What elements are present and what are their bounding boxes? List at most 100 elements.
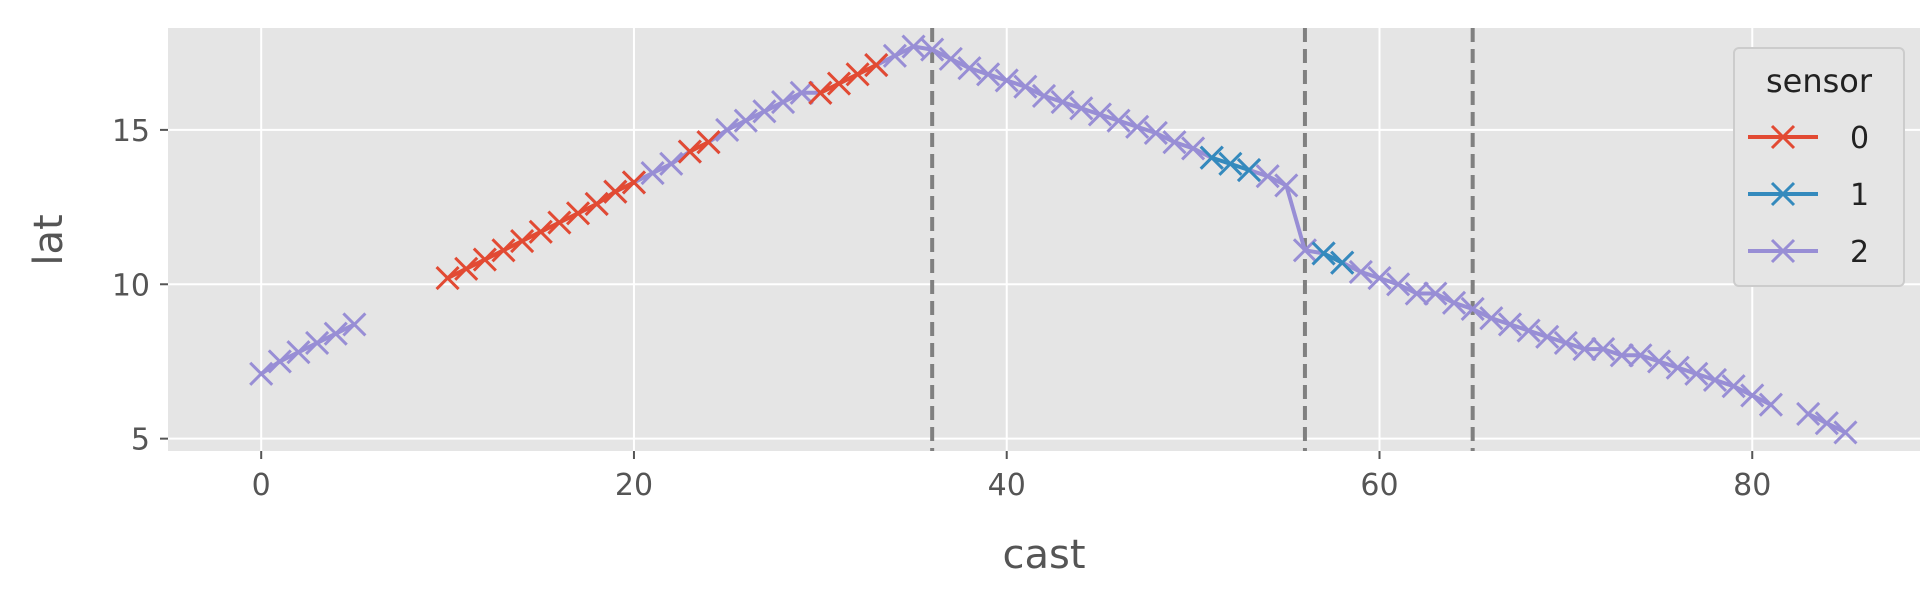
data-point-marker [1665,355,1690,380]
data-point-marker [1181,136,1206,161]
legend-item-0: 0 [1748,121,1869,156]
data-point-marker [1386,272,1411,297]
data-point-marker [1497,312,1523,337]
data-point-marker [1218,151,1243,176]
data-point-marker [1274,173,1299,198]
data-point-marker [659,151,684,176]
data-point-marker [976,62,1001,87]
data-point-marker [1535,324,1560,349]
data-point-marker [1330,250,1355,275]
data-point-marker [1255,164,1280,189]
data-point-marker [1758,392,1783,417]
data-point-marker [1404,281,1429,306]
data-point-marker [752,99,777,124]
y-axis-ticks: 5 10 15 [112,114,168,458]
x-axis-ticks: 0 20 40 60 80 [252,451,1771,503]
y-tick-label: 10 [112,268,150,303]
data-point-marker [1796,401,1821,427]
data-point-marker [1069,96,1094,121]
data-point-marker [1087,102,1112,127]
data-point-marker [547,210,572,235]
data-point-marker [808,80,833,105]
data-point-marker [510,228,535,254]
data-point-marker [1516,318,1541,343]
data-point-marker [938,46,963,71]
data-point-marker [1814,411,1839,436]
x-tick-label: 20 [615,468,653,503]
data-point-marker [1441,290,1467,315]
data-point-marker [920,37,945,62]
data-point-marker [472,247,497,272]
data-point-marker [1423,281,1448,306]
data-point-marker [1684,361,1709,386]
data-point-marker [249,361,274,386]
data-point-marker [1311,241,1336,266]
data-point-marker [1628,343,1653,368]
legend-label: 2 [1850,235,1869,270]
data-point-marker [1125,114,1150,139]
data-point-marker [286,340,311,365]
data-point-marker [528,219,553,244]
series-1 [1199,145,1355,275]
data-point-marker [305,330,330,355]
data-point-marker [1553,330,1578,355]
data-point-marker [267,349,292,374]
data-point-marker [789,80,814,105]
data-point-marker [640,161,665,186]
data-point-marker [342,312,367,337]
data-point-marker [1106,108,1131,133]
y-axis-label: lat [26,214,72,265]
data-point-marker [1050,90,1075,115]
series-0 [435,52,889,291]
data-point-marker [1572,337,1597,362]
data-point-marker [1013,74,1038,99]
data-point-marker [565,201,591,226]
data-point-marker [491,238,516,263]
data-point-marker [1609,343,1634,368]
data-point-marker [1031,83,1057,108]
data-point-marker [826,71,852,96]
legend-marker [1770,238,1796,264]
data-point-marker [1199,145,1224,170]
legend-title: sensor [1766,62,1873,100]
legend-item-2: 2 [1748,235,1869,270]
data-point-marker [696,130,721,155]
data-point-marker [603,179,628,204]
data-point-marker [1646,349,1672,374]
series-2 [249,34,1858,445]
data-point-marker [435,266,460,291]
legend-box [1733,47,1905,287]
legend-label: 1 [1850,178,1869,213]
x-tick-label: 60 [1360,468,1398,503]
series-line [818,63,879,95]
x-tick-label: 40 [988,468,1026,503]
legend-marker [1770,181,1796,207]
series-group [249,34,1858,445]
data-point-marker [994,68,1019,93]
data-point-marker [733,108,758,133]
plot-background [168,28,1920,451]
legend: sensor 0 1 2 [1733,47,1905,287]
data-point-marker [864,52,889,78]
data-point-marker [1367,266,1392,291]
data-point-marker [771,90,796,115]
x-tick-label: 0 [252,468,271,503]
reference-lines [930,28,1475,451]
data-point-marker [1833,420,1858,445]
data-point-marker [584,191,609,217]
data-point-marker [845,62,870,87]
data-point-marker [1702,367,1728,393]
data-point-marker [1740,383,1765,408]
legend-items: 0 1 2 [1748,121,1869,270]
data-point-marker [1162,130,1187,155]
x-axis-label: cast [1002,532,1085,578]
data-point-marker [677,139,702,164]
data-point-marker [1721,374,1746,399]
data-point-marker [323,321,348,346]
data-point-marker [957,56,982,81]
data-point-marker [1236,157,1262,183]
data-point-marker [621,170,647,195]
legend-item-1: 1 [1748,178,1869,213]
legend-label: 0 [1850,121,1869,156]
